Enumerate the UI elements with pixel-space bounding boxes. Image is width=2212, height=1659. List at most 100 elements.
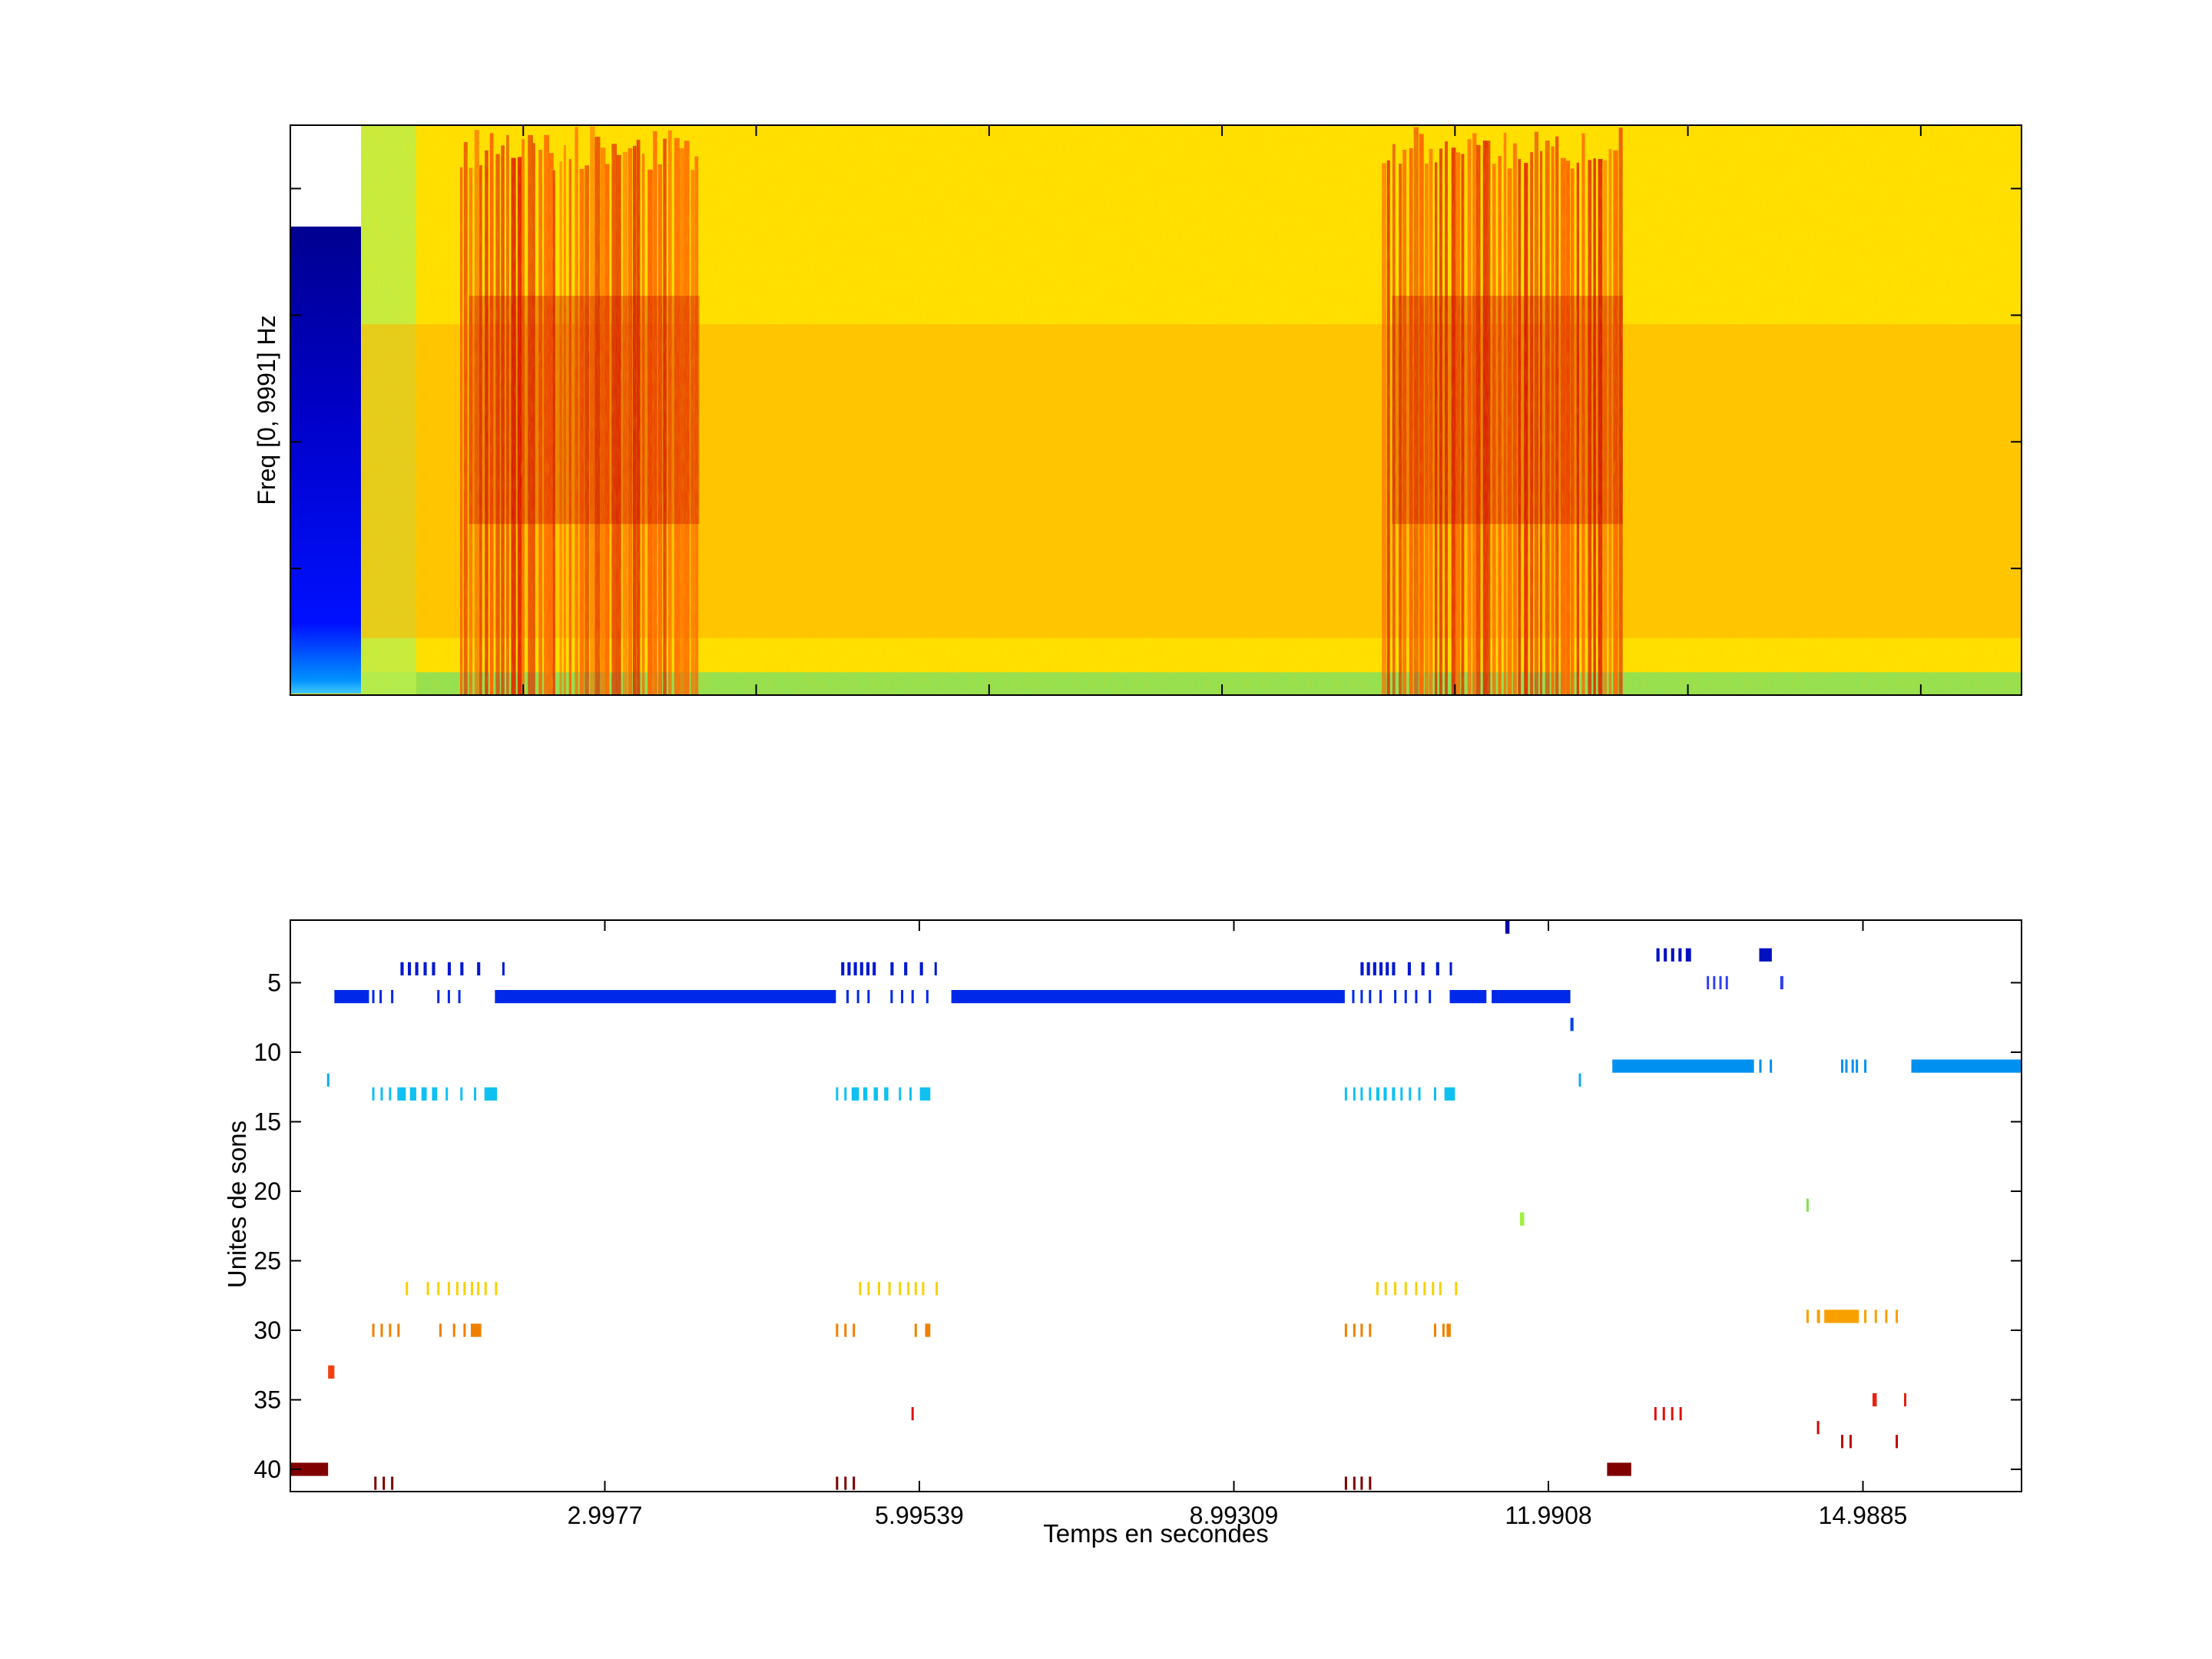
unit-segment	[1664, 948, 1667, 962]
unit-segment	[1407, 962, 1411, 975]
unit-segment	[904, 962, 908, 975]
unit-segment	[1685, 948, 1691, 962]
unit-segment	[1446, 1323, 1451, 1337]
unit-segment	[1409, 1087, 1412, 1101]
unit-segment	[1759, 1059, 1762, 1073]
unit-segment	[455, 1282, 459, 1296]
y-tick-label: 20	[253, 1177, 281, 1205]
raster-xlabel: Temps en secondes	[1043, 1519, 1269, 1548]
unit-segment	[836, 1323, 839, 1337]
unit-segment	[1439, 1282, 1442, 1296]
unit-segment	[1816, 1421, 1820, 1435]
unit-segment	[951, 989, 1345, 1004]
unit-segment	[389, 1323, 392, 1337]
unit-segment	[437, 989, 440, 1004]
unit-segment	[1394, 989, 1397, 1004]
unit-segment	[1352, 989, 1355, 1004]
unit-segment	[1379, 989, 1382, 1004]
unit-segment	[853, 962, 857, 975]
unit-segment	[1434, 1323, 1437, 1337]
unit-segment	[380, 1323, 383, 1337]
x-tick-label: 8.99309	[1190, 1502, 1279, 1529]
unit-segment	[379, 989, 382, 1004]
unit-segment	[328, 1365, 335, 1379]
unit-segment	[458, 989, 461, 1004]
unit-30-series	[372, 1323, 1451, 1337]
unit-segment	[1713, 975, 1716, 990]
unit-41-series	[374, 1476, 1372, 1490]
unit-segment	[846, 989, 849, 1004]
x-tick-label: 2.9977	[568, 1502, 643, 1529]
unit-segment	[922, 1282, 925, 1296]
unit-segment	[474, 1087, 477, 1101]
unit-35-series	[1873, 1392, 1907, 1407]
unit-40-series	[290, 1462, 1631, 1476]
unit-segment	[919, 962, 923, 975]
unit-segment	[1373, 962, 1376, 975]
unit-21-series	[1806, 1198, 1809, 1212]
unit-segment	[290, 1462, 329, 1476]
unit-segment	[1394, 1282, 1397, 1296]
unit-segment	[484, 1087, 498, 1101]
unit-segment	[1392, 962, 1396, 975]
unit-segment	[890, 962, 894, 975]
unit-segment	[1386, 962, 1389, 975]
unit-segment	[1435, 962, 1439, 975]
colorbar-blank	[290, 125, 361, 227]
unit-segment	[1806, 1198, 1809, 1212]
unit-segment	[1856, 1059, 1859, 1073]
unit-segment	[1432, 1282, 1435, 1296]
unit-segment	[867, 1282, 870, 1296]
unit-segment	[919, 1087, 931, 1101]
unit-segment	[1911, 1059, 2022, 1073]
unit-segment	[1369, 1087, 1372, 1101]
unit-segment	[1376, 1087, 1379, 1101]
unit-segment	[326, 1073, 329, 1087]
unit-segment	[1492, 989, 1571, 1004]
unit-segment	[397, 1087, 406, 1101]
unit-segment	[836, 1476, 839, 1490]
unit-segment	[460, 962, 464, 975]
unit-segment	[867, 989, 870, 1004]
unit-segment	[1415, 989, 1418, 1004]
unit-segment	[1671, 948, 1674, 962]
unit-segment	[856, 989, 859, 1004]
unit-segment	[452, 1323, 455, 1337]
unit-segment	[421, 1087, 427, 1101]
raster-marks	[290, 920, 2022, 1490]
unit-segment	[1353, 1087, 1356, 1101]
sound-units-panel: 2.9977 5.99539 8.99309 11.9908 14.9885 5 10 15…	[223, 919, 2022, 1548]
unit-segment	[853, 1476, 856, 1490]
x-tick-label: 14.9885	[1819, 1502, 1908, 1529]
unit-segment	[925, 1323, 931, 1337]
unit-segment	[1423, 1282, 1426, 1296]
unit-segment	[914, 1323, 917, 1337]
unit-segment	[890, 989, 893, 1004]
unit-segment	[844, 1323, 847, 1337]
unit-segment	[1806, 1310, 1809, 1323]
unit-segment	[911, 989, 914, 1004]
unit-segment	[415, 962, 419, 975]
unit-segment	[1353, 1476, 1356, 1490]
unit-segment	[1520, 1212, 1525, 1226]
unit-segment	[1369, 1476, 1372, 1490]
unit-segment	[391, 989, 394, 1004]
unit-segment	[484, 1282, 487, 1296]
unit-segment	[407, 962, 412, 975]
unit-segment	[1896, 1435, 1899, 1449]
unit-segment	[477, 962, 481, 975]
unit-segment	[334, 989, 369, 1004]
unit-segment	[374, 1476, 377, 1490]
unit-segment	[1429, 989, 1432, 1004]
unit-segment	[873, 1087, 878, 1101]
unit-segment	[859, 962, 863, 975]
unit-segment	[406, 1282, 409, 1296]
unit-segment	[447, 1282, 450, 1296]
unit-segment	[911, 1407, 914, 1421]
unit-segment	[1360, 1476, 1363, 1490]
raster-ylabel: Unites de sons	[223, 1121, 251, 1288]
unit-segment	[391, 1476, 394, 1490]
unit-segment	[863, 1087, 868, 1101]
unit-segment	[1366, 962, 1370, 975]
unit-segment	[380, 1087, 383, 1101]
